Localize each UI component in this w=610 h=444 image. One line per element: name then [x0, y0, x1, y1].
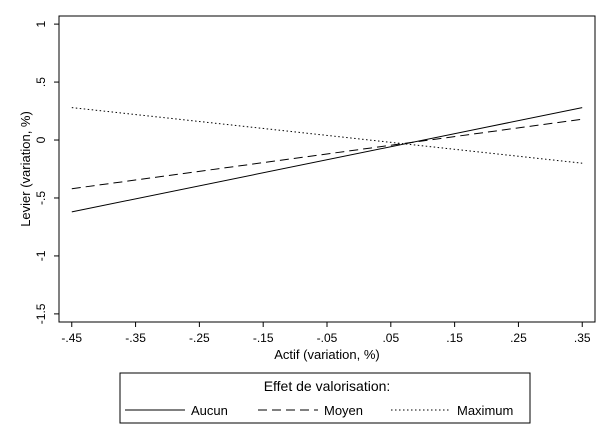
- legend-items: Aucun Moyen Maximum: [125, 403, 513, 418]
- legend-label-maximum: Maximum: [457, 403, 513, 418]
- legend-title: Effet de valorisation:: [264, 378, 391, 394]
- series-lines: [71, 107, 583, 213]
- y-tick-label: .5: [34, 77, 48, 87]
- y-tick-label: 1: [34, 20, 48, 27]
- x-axis-title: Actif (variation, %): [274, 347, 379, 362]
- x-tick-label: -.45: [61, 331, 82, 345]
- legend-label-moyen: Moyen: [324, 403, 363, 418]
- y-tick-label: -1: [34, 250, 48, 261]
- x-tick-label: .15: [446, 331, 463, 345]
- legend-label-aucun: Aucun: [191, 403, 228, 418]
- x-tick-label: .35: [574, 331, 591, 345]
- y-axis: 1 .5 0 -.5 -1 -1.5: [34, 20, 59, 324]
- x-axis: -.45 -.35 -.25 -.15 -.05 .05 .15 .25 .35: [61, 322, 591, 345]
- x-tick-label: -.35: [125, 331, 146, 345]
- y-tick-label: 0: [34, 136, 48, 143]
- x-tick-label: -.05: [317, 331, 338, 345]
- x-tick-label: .25: [510, 331, 527, 345]
- legend: Effet de valorisation: Aucun Moyen Maximum: [119, 372, 531, 424]
- y-tick-label: -.5: [34, 191, 48, 205]
- legend-box: [119, 372, 531, 424]
- x-tick-label: -.15: [253, 331, 274, 345]
- series-line-maximum: [71, 107, 583, 164]
- y-axis-title: Levier (variation, %): [18, 111, 33, 227]
- y-tick-label: -1.5: [34, 303, 48, 324]
- series-line-aucun: [71, 107, 583, 213]
- series-line-moyen: [71, 118, 583, 190]
- x-tick-label: .05: [382, 331, 399, 345]
- x-tick-label: -.25: [189, 331, 210, 345]
- plot-frame: [58, 15, 596, 323]
